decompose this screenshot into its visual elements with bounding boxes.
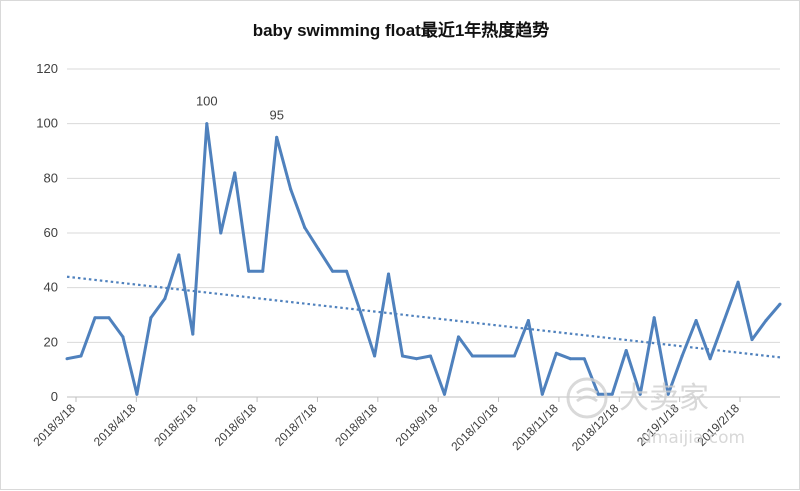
y-tick-label: 20 <box>44 334 58 349</box>
data-point <box>526 318 530 322</box>
x-tick-label: 2018/7/18 <box>272 401 320 449</box>
data-point <box>261 269 265 273</box>
x-tick-label: 2018/12/18 <box>569 401 622 454</box>
data-labels: 100 95 <box>196 94 284 123</box>
data-point <box>317 247 321 251</box>
data-point <box>163 297 167 301</box>
data-point <box>359 310 363 314</box>
y-tick-label: 120 <box>36 61 58 76</box>
series-group <box>65 122 782 396</box>
data-point <box>191 332 195 336</box>
watermark-brand: 大卖家 <box>619 381 709 416</box>
data-point <box>107 316 111 320</box>
data-point <box>512 354 516 358</box>
data-point <box>65 357 69 361</box>
data-point <box>345 269 349 273</box>
x-tick-label: 2018/11/18 <box>509 401 561 453</box>
watermark-logo-icon <box>566 377 608 419</box>
data-point <box>275 135 279 139</box>
x-tick-label: 2018/5/18 <box>151 401 199 449</box>
data-point <box>401 354 405 358</box>
trendline-group <box>66 275 781 359</box>
data-point <box>219 231 223 235</box>
data-point <box>652 316 656 320</box>
data-point <box>582 357 586 361</box>
watermark-site: dmaijia.com <box>641 428 745 448</box>
data-point <box>135 392 139 396</box>
data-point <box>554 351 558 355</box>
x-tick-label: 2018/3/18 <box>30 401 78 449</box>
data-point <box>233 171 237 175</box>
data-point <box>568 357 572 361</box>
data-point <box>764 318 768 322</box>
y-tick-label: 60 <box>44 225 58 240</box>
data-point <box>415 357 419 361</box>
series-line <box>66 122 782 396</box>
data-point <box>722 318 726 322</box>
y-tick-label: 80 <box>44 170 58 185</box>
y-tick-label: 100 <box>36 116 58 131</box>
y-tick-label: 40 <box>44 280 58 295</box>
watermark-logo: 大卖家 dmaijia.com <box>566 377 745 448</box>
data-point <box>596 392 600 396</box>
data-point <box>694 318 698 322</box>
data-point <box>149 316 153 320</box>
data-point <box>205 122 209 126</box>
data-point <box>624 349 628 353</box>
data-point <box>387 272 391 276</box>
data-point <box>289 187 293 191</box>
watermark-logo-mark <box>576 387 598 403</box>
data-point <box>79 354 83 358</box>
data-point <box>498 354 502 358</box>
data-point <box>736 280 740 284</box>
trendline <box>66 275 781 359</box>
data-label: 100 <box>196 94 218 109</box>
x-tick-label: 2018/8/18 <box>332 401 380 449</box>
data-point <box>470 354 474 358</box>
x-tick-label: 2018/4/18 <box>91 401 139 449</box>
data-point <box>428 354 432 358</box>
data-point <box>442 392 446 396</box>
data-label: 95 <box>269 107 283 122</box>
data-point <box>456 335 460 339</box>
y-tick-label: 0 <box>51 389 58 404</box>
x-tick-label: 2018/10/18 <box>448 401 501 454</box>
data-point <box>778 302 782 306</box>
chart-title: baby swimming float最近1年热度趋势 <box>253 20 550 40</box>
data-point <box>638 392 642 396</box>
data-point <box>303 226 307 230</box>
x-tick-label: 2018/9/18 <box>393 401 441 449</box>
data-point <box>540 392 544 396</box>
y-axis: 0 20 40 60 80 100 120 <box>36 61 58 404</box>
data-point <box>331 269 335 273</box>
data-point <box>121 335 125 339</box>
data-point <box>750 338 754 342</box>
data-point <box>484 354 488 358</box>
data-point <box>680 354 684 358</box>
data-point <box>708 357 712 361</box>
gridlines <box>67 68 780 398</box>
data-point <box>610 392 614 396</box>
data-point <box>373 354 377 358</box>
data-point <box>247 269 251 273</box>
data-point <box>177 253 181 257</box>
data-point <box>93 316 97 320</box>
data-point <box>666 392 670 396</box>
x-tick-label: 2018/6/18 <box>212 401 260 449</box>
